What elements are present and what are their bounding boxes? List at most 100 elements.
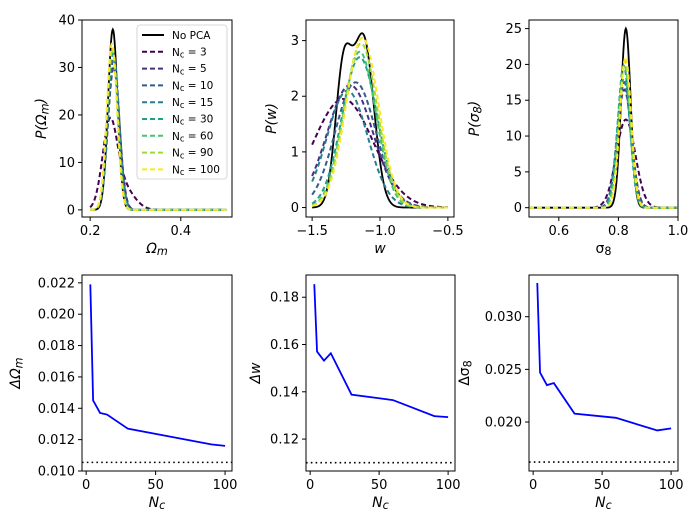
x-tick-label: 100 — [213, 478, 238, 493]
y-tick-label: 0.010 — [38, 465, 75, 480]
legend-label-0: No PCA — [172, 30, 211, 42]
y-tick-label: 0.025 — [485, 363, 522, 378]
y-tick-label: 0 — [514, 201, 522, 216]
y-tick-label: 20 — [58, 108, 75, 123]
x-tick-label: 50 — [594, 478, 611, 493]
y-tick-label: 0 — [291, 201, 299, 216]
y-axis-label: Δσ8 — [457, 360, 474, 386]
y-tick-label: 0.030 — [485, 310, 522, 325]
series-line-8 — [311, 36, 448, 209]
y-tick-label: 0.022 — [38, 276, 75, 291]
plot-area — [82, 284, 232, 464]
series-line-4 — [529, 77, 678, 209]
axes-frame — [528, 274, 679, 472]
y-tick-label: 0.020 — [38, 308, 75, 323]
legend-label-4: Nc = 15 — [172, 97, 213, 110]
x-axis-label: w — [374, 241, 386, 257]
panel-bottom-middle: 0 50 100 0.12 0.14 0.16 0.18 Nc Δw — [248, 274, 461, 512]
axes-frame — [305, 274, 456, 472]
delta-line — [536, 282, 672, 432]
y-tick-label: 40 — [58, 14, 75, 29]
y-tick-label: 0.020 — [485, 416, 522, 431]
panel-top-right: 0.6 0.8 1.0 0 5 10 15 20 25 σ8 P(σ8) — [466, 19, 689, 258]
y-axis-label: P(w) — [264, 103, 280, 134]
x-axis-label: Nc — [149, 495, 166, 512]
y-axis-label: Δw — [248, 362, 264, 385]
y-tick-label: 0.016 — [38, 370, 75, 385]
y-tick-label: 1 — [291, 145, 299, 160]
series-line-7 — [529, 59, 678, 209]
legend: No PCA Nc = 3 Nc = 5 Nc = 10 Nc = 15 Nc = 30 N… — [136, 24, 228, 180]
legend-label-1: Nc = 3 — [172, 46, 207, 59]
series-line-6 — [529, 63, 678, 209]
legend-label-8: Nc = 100 — [172, 164, 220, 177]
y-axis-label: P(σ8) — [466, 101, 484, 136]
x-tick-label: 50 — [147, 478, 164, 493]
x-axis-label: Nc — [372, 495, 389, 512]
series-line-1 — [311, 98, 448, 209]
panel-bottom-right: 0 50 100 0.020 0.025 0.030 Nc Δσ8 — [457, 274, 684, 512]
x-tick-label: 0.2 — [80, 224, 101, 239]
y-tick-label: 0 — [67, 203, 75, 218]
series-line-1 — [529, 118, 678, 209]
axes-frame — [81, 19, 233, 218]
plot-area — [311, 32, 448, 209]
y-tick-label: 15 — [505, 94, 522, 109]
plot-area — [306, 284, 455, 464]
x-axis-label: σ8 — [596, 241, 612, 258]
plot-area — [529, 26, 678, 209]
legend-label-7: Nc = 90 — [172, 147, 213, 160]
panel-top-left: 0.2 0.4 0 10 20 30 40 Ωm P(Ωm) No PCA Nc = 3 Nc = 5… — [33, 14, 233, 258]
x-tick-label: 0.4 — [170, 224, 191, 239]
axes-frame — [81, 274, 233, 472]
series-line-8 — [529, 56, 678, 209]
y-tick-label: 25 — [505, 22, 522, 37]
plot-area — [89, 27, 227, 211]
y-tick-label: 0.16 — [270, 338, 299, 353]
y-tick-label: 0.012 — [38, 433, 75, 448]
delta-line — [313, 284, 449, 418]
y-tick-label: 30 — [58, 61, 75, 76]
series-line-7 — [311, 42, 448, 209]
series-line-3 — [529, 81, 678, 209]
y-axis-label: P(Ωm) — [33, 98, 51, 139]
y-tick-label: 20 — [505, 58, 522, 73]
y-tick-label: 0.018 — [38, 339, 75, 354]
y-tick-label: 5 — [514, 165, 522, 180]
x-tick-label: 0 — [82, 478, 90, 493]
x-tick-label: −1.5 — [296, 224, 328, 239]
legend-label-5: Nc = 30 — [172, 114, 213, 127]
y-tick-label: 2 — [291, 90, 299, 105]
y-axis-label: ΔΩm — [8, 357, 25, 389]
y-tick-label: 0.12 — [270, 433, 299, 448]
x-axis-label: Ωm — [145, 241, 168, 258]
y-tick-label: 0.14 — [270, 385, 299, 400]
x-tick-label: 0.6 — [548, 224, 569, 239]
series-line-5 — [529, 64, 678, 209]
y-tick-label: 10 — [58, 156, 75, 171]
delta-line — [89, 284, 226, 447]
y-tick-label: 0.18 — [270, 291, 299, 306]
plot-area — [529, 282, 678, 463]
y-tick-label: 10 — [505, 130, 522, 145]
x-tick-label: −1.0 — [364, 224, 396, 239]
axes-frame — [528, 19, 679, 218]
panel-bottom-left: 0 50 100 0.010 0.012 0.014 0.016 0.018 0.020 0.02… — [8, 274, 238, 512]
legend-label-6: Nc = 60 — [172, 130, 213, 143]
x-tick-label: 50 — [371, 478, 388, 493]
x-tick-label: 100 — [436, 478, 461, 493]
legend-frame — [136, 24, 228, 180]
x-tick-label: 0 — [529, 478, 537, 493]
series-line-0 — [529, 26, 678, 209]
x-axis-label: Nc — [595, 495, 612, 512]
x-tick-label: −0.5 — [432, 224, 464, 239]
panel-top-middle: −1.5 −1.0 −0.5 0 1 2 3 w P(w) — [264, 19, 464, 257]
y-tick-label: 0.014 — [38, 402, 75, 417]
legend-label-3: Nc = 10 — [172, 80, 213, 93]
legend-label-2: Nc = 5 — [172, 63, 207, 76]
x-tick-label: 0.8 — [608, 224, 629, 239]
series-line-2 — [529, 88, 678, 209]
x-tick-label: 100 — [659, 478, 684, 493]
x-tick-label: 1.0 — [668, 224, 689, 239]
